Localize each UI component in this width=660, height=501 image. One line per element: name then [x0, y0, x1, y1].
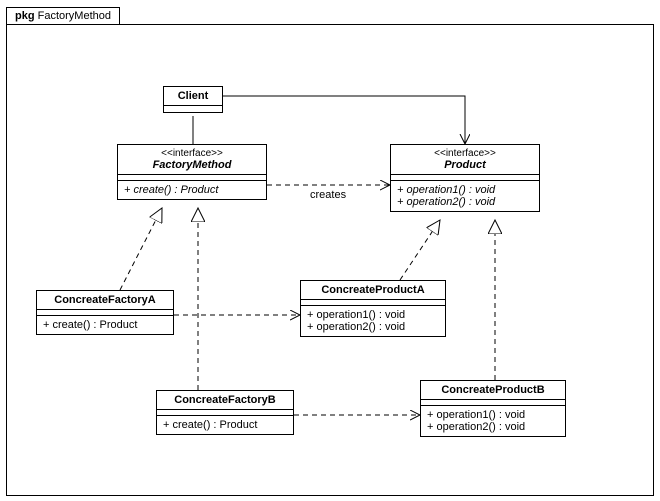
- package-keyword: pkg: [15, 10, 35, 22]
- class-factorymethod-header: <<interface>> FactoryMethod: [118, 145, 266, 175]
- package-name: FactoryMethod: [38, 10, 111, 22]
- class-concreateproducta-ops: + operation1() : void + operation2() : v…: [301, 306, 445, 336]
- class-concreateproducta-header: ConcreateProductA: [301, 281, 445, 300]
- package-tab: pkg FactoryMethod: [6, 7, 120, 24]
- class-concreateproductb: ConcreateProductB + operation1() : void …: [420, 380, 566, 437]
- class-concreatefactorya-header: ConcreateFactoryA: [37, 291, 173, 310]
- class-concreatefactoryb-header: ConcreateFactoryB: [157, 391, 293, 410]
- class-concreatefactorya: ConcreateFactoryA + create() : Product: [36, 290, 174, 335]
- class-product-header: <<interface>> Product: [391, 145, 539, 175]
- class-concreateproductb-ops: + operation1() : void + operation2() : v…: [421, 406, 565, 436]
- class-concreateproducta: ConcreateProductA + operation1() : void …: [300, 280, 446, 337]
- class-client-empty: [164, 106, 222, 112]
- class-client: Client: [163, 86, 223, 113]
- class-concreatefactoryb-ops: + create() : Product: [157, 416, 293, 434]
- class-client-name: Client: [164, 87, 222, 106]
- class-factorymethod-ops: + create() : Product: [118, 181, 266, 199]
- class-factorymethod: <<interface>> FactoryMethod + create() :…: [117, 144, 267, 200]
- class-concreateproductb-header: ConcreateProductB: [421, 381, 565, 400]
- class-concreatefactoryb: ConcreateFactoryB + create() : Product: [156, 390, 294, 435]
- class-product: <<interface>> Product + operation1() : v…: [390, 144, 540, 212]
- class-product-ops: + operation1() : void + operation2() : v…: [391, 181, 539, 211]
- diagram-canvas: pkg FactoryMethod Product (dashed open) …: [0, 0, 660, 501]
- class-concreatefactorya-ops: + create() : Product: [37, 316, 173, 334]
